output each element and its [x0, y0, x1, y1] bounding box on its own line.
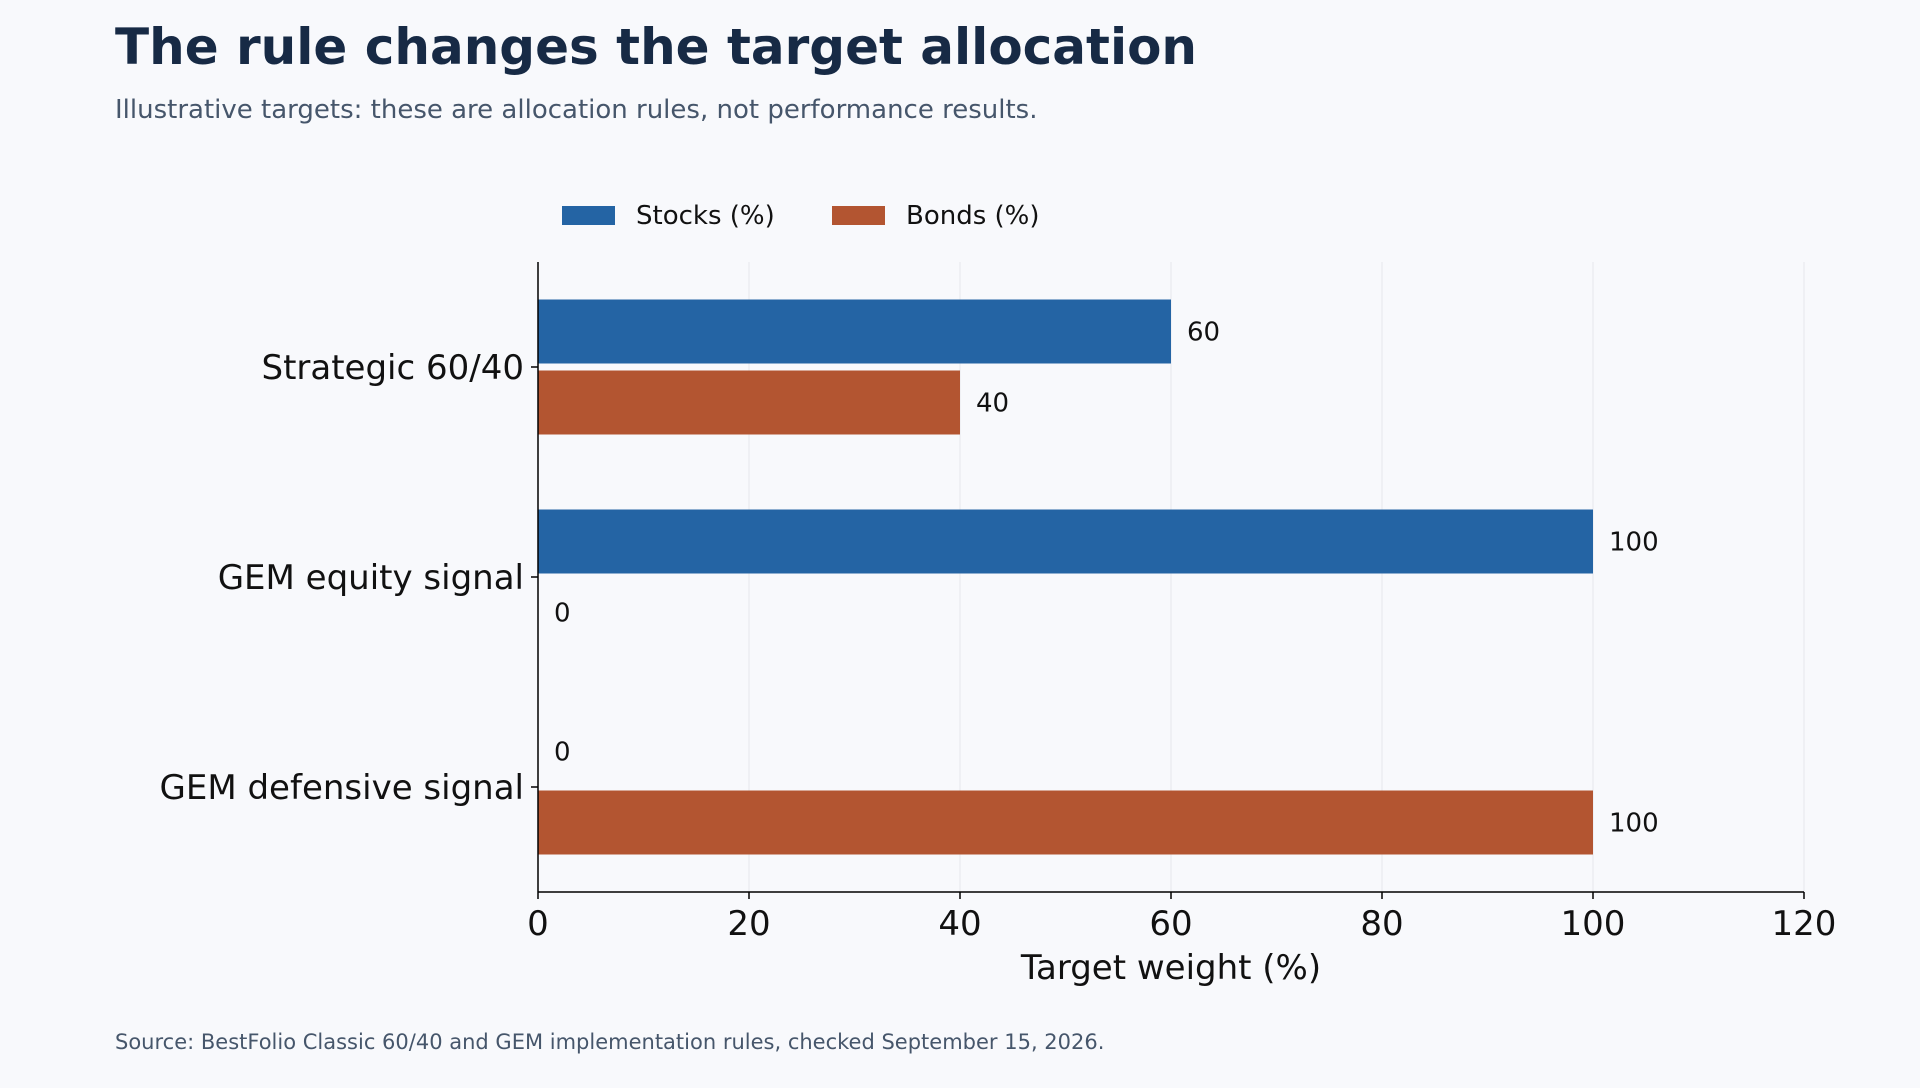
data-label: 100	[1609, 809, 1659, 839]
category-label: Strategic 60/40	[262, 348, 525, 388]
category-label: GEM equity signal	[218, 558, 524, 598]
x-tick-label: 100	[1561, 904, 1626, 944]
data-label: 60	[1187, 318, 1220, 348]
chart-title: The rule changes the target allocation	[115, 18, 1198, 76]
gridlines	[748, 262, 1805, 892]
chart-subtitle: Illustrative targets: these are allocati…	[115, 95, 1038, 125]
x-tick-label: 20	[727, 904, 770, 944]
source-note: Source: BestFolio Classic 60/40 and GEM …	[115, 1030, 1105, 1054]
bar	[538, 370, 960, 435]
x-tick-label: 60	[1149, 904, 1192, 944]
x-tick-label: 0	[527, 904, 549, 944]
data-label: 40	[976, 389, 1009, 419]
x-axis-label: Target weight (%)	[1020, 948, 1321, 988]
category-label: GEM defensive signal	[160, 768, 525, 808]
axes: Strategic 60/40 GEM equity signal GEM defe…	[160, 262, 1837, 988]
data-label: 0	[554, 738, 571, 768]
x-tick-label: 40	[938, 904, 981, 944]
x-tick-label: 80	[1360, 904, 1403, 944]
x-tick-label: 120	[1772, 904, 1837, 944]
legend-swatch	[562, 206, 615, 225]
legend-label: Bonds (%)	[906, 201, 1040, 231]
data-label: 100	[1609, 528, 1659, 558]
bar	[538, 299, 1171, 364]
legend-label: Stocks (%)	[636, 201, 775, 231]
data-label: 0	[554, 599, 571, 629]
bars: 60 40 100 0 0 100	[538, 299, 1659, 855]
legend: Stocks (%) Bonds (%)	[562, 201, 1040, 231]
bar	[538, 509, 1593, 574]
bar	[538, 790, 1593, 855]
legend-swatch	[832, 206, 885, 225]
